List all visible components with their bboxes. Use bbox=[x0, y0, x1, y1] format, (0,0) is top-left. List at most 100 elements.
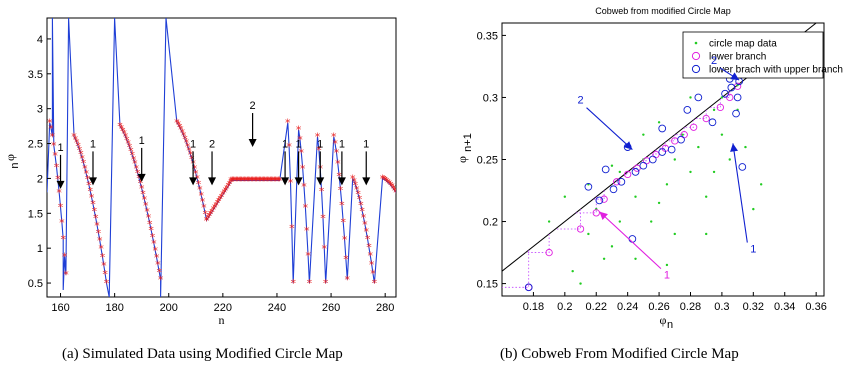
data-marker: * bbox=[247, 175, 253, 188]
data-marker: * bbox=[391, 182, 397, 195]
circle-map-point bbox=[587, 232, 590, 236]
upper-branch-point bbox=[631, 168, 640, 176]
legend-label: circle map data bbox=[709, 39, 777, 50]
upper-branch-point bbox=[601, 165, 610, 174]
data-marker: * bbox=[265, 175, 271, 188]
data-marker: * bbox=[235, 175, 241, 188]
data-marker: * bbox=[175, 119, 181, 132]
upper-branch-point bbox=[609, 185, 618, 194]
lower-branch-point bbox=[613, 178, 621, 186]
data-marker: * bbox=[119, 122, 125, 135]
circle-map-point bbox=[665, 183, 669, 186]
data-marker: * bbox=[73, 133, 79, 146]
data-marker: * bbox=[198, 189, 204, 202]
data-marker: * bbox=[303, 201, 309, 214]
lower-branch-point bbox=[545, 248, 553, 257]
data-marker: * bbox=[262, 175, 268, 188]
data-marker: * bbox=[249, 175, 255, 188]
data-marker: * bbox=[150, 231, 156, 244]
circle-map-point bbox=[681, 133, 684, 136]
circle-map-point bbox=[610, 245, 614, 248]
upper-branch-point bbox=[683, 106, 692, 114]
legend-label: lower brach with upper branch bbox=[709, 65, 843, 76]
data-marker: * bbox=[242, 175, 248, 188]
data-marker: * bbox=[75, 140, 81, 153]
y-axis-label-sub: n+1 bbox=[462, 133, 474, 152]
lower-branch-point bbox=[592, 209, 600, 217]
data-marker: * bbox=[365, 233, 371, 246]
data-marker: * bbox=[54, 161, 60, 174]
x-tick-label: 160 bbox=[51, 302, 69, 314]
data-marker: * bbox=[289, 222, 295, 235]
data-marker: * bbox=[131, 153, 137, 166]
data-marker: * bbox=[88, 185, 94, 198]
data-marker: * bbox=[51, 139, 57, 152]
x-tick-label: 200 bbox=[160, 302, 178, 314]
data-marker: * bbox=[338, 184, 344, 197]
data-marker: * bbox=[185, 140, 191, 153]
data-marker: * bbox=[342, 234, 348, 247]
data-marker: * bbox=[157, 266, 163, 279]
data-marker: * bbox=[243, 175, 249, 188]
data-marker: * bbox=[238, 175, 244, 188]
data-marker: * bbox=[231, 175, 237, 188]
data-marker: * bbox=[331, 131, 337, 144]
data-marker: * bbox=[59, 217, 65, 230]
legend-marker bbox=[694, 41, 698, 45]
data-marker: * bbox=[152, 244, 158, 257]
legend-label: lower branch bbox=[709, 52, 766, 63]
data-marker: * bbox=[47, 117, 53, 130]
circle-map-point bbox=[673, 232, 676, 236]
data-marker: * bbox=[270, 175, 276, 188]
y-tick-label: 0.25 bbox=[477, 155, 498, 167]
data-marker: * bbox=[79, 152, 85, 165]
data-marker: * bbox=[350, 172, 356, 185]
x-axis-label: φ bbox=[660, 313, 667, 327]
data-marker: * bbox=[239, 175, 245, 188]
data-marker: * bbox=[385, 176, 391, 189]
data-marker: * bbox=[392, 184, 398, 197]
annotation-label: 2 bbox=[577, 95, 583, 107]
x-tick-label: 0.2 bbox=[557, 301, 572, 313]
data-marker: * bbox=[63, 269, 69, 282]
data-marker: * bbox=[201, 201, 207, 214]
circle-map-point bbox=[642, 133, 645, 136]
data-marker: * bbox=[357, 193, 363, 206]
data-marker: * bbox=[351, 175, 357, 188]
y-tick-label: 2 bbox=[37, 173, 43, 185]
data-marker: * bbox=[215, 197, 221, 210]
data-marker: * bbox=[174, 117, 180, 130]
data-marker: * bbox=[221, 187, 227, 200]
annotation-label: 1 bbox=[339, 138, 345, 150]
data-marker: * bbox=[177, 121, 183, 134]
annotation-arrowhead bbox=[137, 173, 146, 182]
data-marker: * bbox=[178, 124, 184, 137]
data-marker: * bbox=[336, 170, 342, 183]
data-marker: * bbox=[78, 148, 84, 161]
data-marker: * bbox=[204, 214, 210, 227]
upper-branch-point bbox=[694, 93, 703, 102]
data-marker: * bbox=[204, 214, 210, 227]
x-axis-label-sub: n bbox=[667, 319, 673, 331]
data-marker: * bbox=[123, 131, 129, 144]
data-marker: * bbox=[261, 175, 267, 188]
caption-b: (b) Cobweb From Modified Circle Map bbox=[500, 346, 739, 362]
annotation-label: 1 bbox=[664, 270, 670, 282]
data-marker: * bbox=[359, 205, 365, 218]
circle-map-point bbox=[720, 133, 724, 136]
circle-map-point bbox=[634, 257, 637, 260]
y-tick-label: 3 bbox=[37, 104, 43, 116]
annotation-arrowhead bbox=[88, 177, 97, 186]
y-tick-label: 0.2 bbox=[483, 217, 498, 229]
annotation-arrowhead bbox=[362, 177, 371, 186]
data-marker: * bbox=[223, 184, 229, 197]
data-marker: * bbox=[121, 128, 127, 141]
upper-branch-point bbox=[733, 93, 742, 102]
legend-marker bbox=[691, 51, 701, 61]
data-marker: * bbox=[181, 130, 187, 143]
x-tick-label: 0.18 bbox=[523, 301, 544, 313]
upper-branch-point bbox=[639, 161, 648, 170]
data-marker: * bbox=[186, 144, 192, 157]
cobweb-path bbox=[502, 85, 739, 288]
data-marker: * bbox=[200, 195, 206, 208]
